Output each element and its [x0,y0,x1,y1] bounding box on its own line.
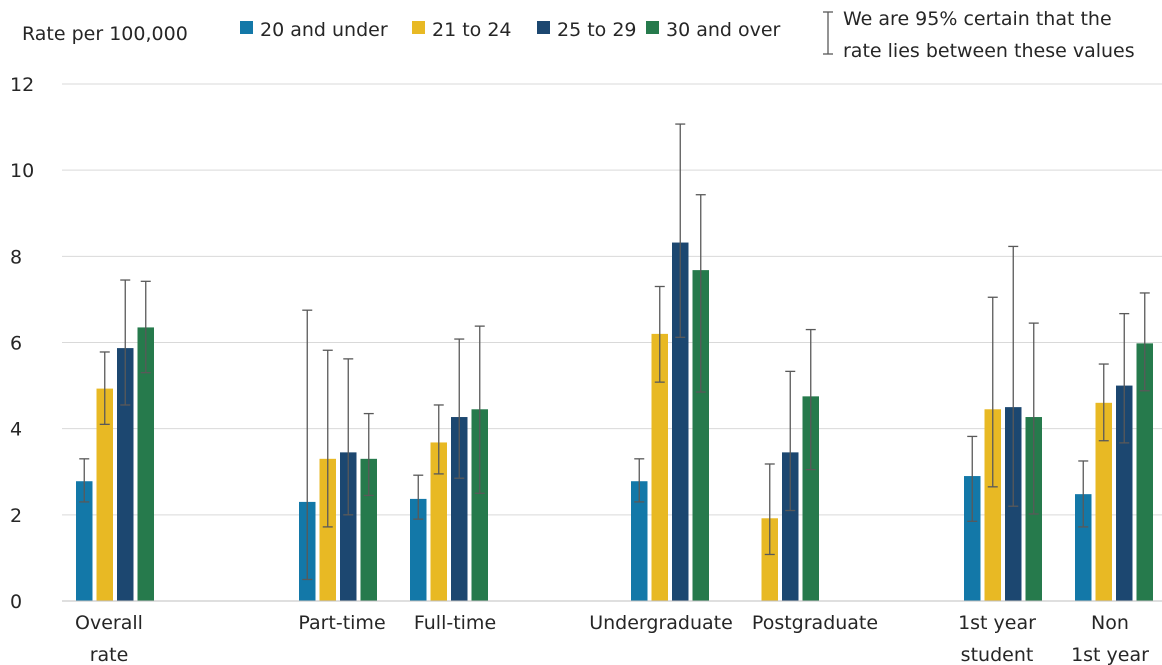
category-label: Non [1091,612,1129,634]
y-axis-label: Rate per 100,000 [22,23,188,45]
ci-legend-text-line-2: rate lies between these values [843,40,1135,62]
bar-20-and-under [1075,494,1092,601]
ci-legend-text-line-1: We are 95% certain that the [843,8,1112,30]
legend-label: 21 to 24 [432,19,512,41]
y-tick-label: 4 [10,419,22,441]
legend-label: 30 and over [666,19,781,41]
bar-30-and-over [802,396,819,601]
category-label: 1st year [1071,644,1149,665]
y-tick-label: 10 [10,160,34,182]
bar-25-to-29 [340,452,357,601]
axis-layer: 0 2 4 6 8 10 12 Overall rate Part-time Full-time Un… [10,74,1162,665]
category-label: 1st year [958,612,1036,634]
bar-30-and-over [471,409,488,601]
ci-legend: We are 95% certain that the rate lies be… [823,8,1135,62]
bar-21-to-24 [96,388,113,601]
bar-30-and-over [1136,343,1153,601]
category-label: Undergraduate [589,612,733,634]
bar-21-to-24 [1095,402,1112,601]
bar-20-and-under [410,498,427,601]
legend-label: 20 and under [260,19,388,41]
bar-30-and-over [137,327,154,601]
bar-25-to-29 [672,242,689,601]
category-label: Postgraduate [752,612,878,634]
error-bar-layer [79,123,1150,581]
y-tick-label: 8 [10,246,22,268]
bar-layer [76,242,1153,601]
bar-20-and-under [964,476,981,601]
category-label: rate [90,644,129,665]
category-label: Overall [75,612,143,634]
bar-25-to-29 [1116,385,1133,601]
y-tick-label: 12 [10,74,34,96]
legend-label: 25 to 29 [557,19,637,41]
y-tick-label: 6 [10,333,22,355]
bar-21-to-24 [430,442,447,601]
legend-swatch [412,21,425,34]
bar-21-to-24 [651,333,668,601]
bar-20-and-under [76,481,93,601]
bar-25-to-29 [451,417,468,601]
y-tick-label: 2 [10,505,22,527]
legend: 20 and under 21 to 24 25 to 29 30 and over [240,19,781,41]
category-label: student [961,644,1034,665]
bar-30-and-over [692,270,709,601]
legend-swatch [537,21,550,34]
bar-20-and-under [631,481,648,601]
y-tick-label: 0 [10,591,22,613]
category-label: Full-time [414,612,496,634]
bar-21-to-24 [319,458,336,601]
category-label: Part-time [298,612,385,634]
legend-swatch [646,21,659,34]
bar-25-to-29 [782,452,799,601]
bar-21-to-24 [761,518,778,601]
bar-21-to-24 [984,409,1001,601]
bar-30-and-over [360,458,377,601]
bar-25-to-29 [117,348,134,601]
legend-swatch [240,21,253,34]
